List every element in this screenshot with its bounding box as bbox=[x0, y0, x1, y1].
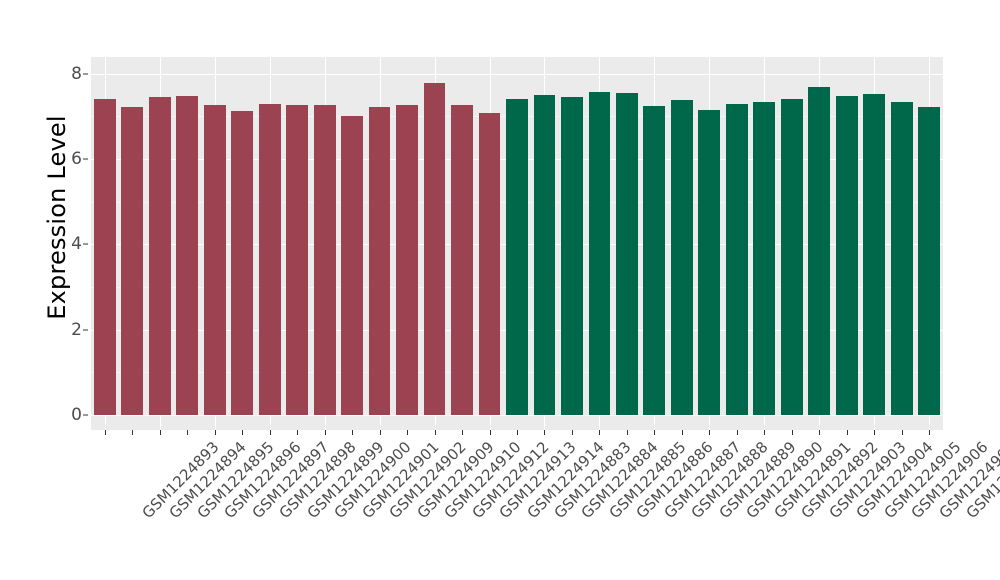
x-axis-tickmark bbox=[764, 430, 766, 435]
bar bbox=[203, 104, 226, 415]
bar bbox=[148, 96, 171, 415]
bar bbox=[725, 104, 748, 415]
bar bbox=[423, 82, 446, 415]
bar bbox=[93, 98, 116, 415]
bar bbox=[451, 104, 473, 415]
bar bbox=[533, 95, 556, 415]
bar bbox=[561, 97, 583, 415]
bar bbox=[368, 107, 391, 415]
y-axis-tickmark bbox=[83, 243, 88, 245]
bar bbox=[835, 96, 858, 415]
x-axis-tickmark bbox=[434, 430, 436, 435]
bar bbox=[808, 87, 831, 415]
bar bbox=[313, 104, 336, 415]
bar bbox=[588, 92, 611, 415]
x-axis-tickmark bbox=[187, 430, 189, 435]
x-axis-tickmark bbox=[297, 430, 299, 435]
x-axis-tickmark bbox=[489, 430, 491, 435]
y-axis-tickmark bbox=[83, 73, 88, 75]
x-axis-tickmark bbox=[159, 430, 161, 435]
x-axis-tickmark bbox=[681, 430, 683, 435]
bar bbox=[506, 98, 528, 415]
bar bbox=[918, 106, 941, 415]
x-axis-tickmark bbox=[132, 430, 134, 435]
bar bbox=[616, 93, 638, 415]
x-axis-tickmark bbox=[929, 430, 931, 435]
y-axis-tick-label: 0 bbox=[71, 405, 82, 425]
x-axis-tickmark bbox=[324, 430, 326, 435]
gridline-y-major bbox=[91, 73, 943, 75]
x-axis-tickmarks bbox=[91, 430, 943, 436]
x-axis-tickmark bbox=[599, 430, 601, 435]
x-axis-tickmark bbox=[654, 430, 656, 435]
x-axis-tickmark bbox=[626, 430, 628, 435]
bar bbox=[396, 104, 418, 415]
bar bbox=[863, 94, 886, 415]
x-axis-tickmark bbox=[791, 430, 793, 435]
y-axis-tick-label: 8 bbox=[71, 63, 82, 84]
x-axis-tickmark bbox=[269, 430, 271, 435]
x-axis-tickmark bbox=[517, 430, 518, 435]
x-axis-tickmark bbox=[874, 430, 876, 435]
x-axis-tickmark bbox=[379, 430, 381, 435]
y-axis-tick-label: 6 bbox=[71, 149, 82, 170]
gridline-y-major bbox=[91, 415, 943, 416]
y-axis: 0 2 4 6 8 bbox=[0, 0, 91, 580]
y-axis-tick-label: 4 bbox=[71, 234, 82, 255]
bars-layer bbox=[91, 57, 943, 430]
y-axis-tickmark bbox=[83, 414, 88, 416]
bar bbox=[753, 102, 776, 415]
bar bbox=[698, 109, 721, 415]
y-axis-tickmark bbox=[83, 158, 88, 160]
bar bbox=[341, 116, 364, 415]
bar bbox=[286, 104, 309, 415]
x-axis-tickmark bbox=[462, 430, 464, 435]
x-axis-tickmark bbox=[104, 430, 106, 435]
x-axis-tickmark bbox=[819, 430, 821, 435]
x-axis-tickmark bbox=[544, 430, 546, 435]
bar bbox=[643, 105, 666, 415]
bar bbox=[258, 103, 281, 415]
bar bbox=[780, 98, 803, 415]
x-axis-tickmark bbox=[242, 430, 244, 435]
bar bbox=[670, 99, 693, 415]
y-axis-tickmark bbox=[83, 329, 88, 331]
x-axis-tickmark bbox=[214, 430, 216, 435]
bar bbox=[478, 112, 501, 415]
plot-panel bbox=[91, 57, 943, 430]
bar bbox=[176, 95, 199, 415]
x-axis-tickmark bbox=[571, 430, 573, 435]
bar bbox=[231, 110, 254, 415]
bar bbox=[890, 102, 913, 415]
x-axis-labels: GSM1224893 GSM1224894 GSM1224895 GSM1224896… bbox=[91, 438, 1000, 578]
x-axis-tickmark bbox=[846, 430, 848, 435]
x-axis-tickmark bbox=[407, 430, 409, 435]
bar bbox=[121, 106, 144, 415]
x-axis-tickmark bbox=[901, 430, 903, 435]
x-axis-tickmark bbox=[736, 430, 738, 435]
x-axis-tickmark bbox=[709, 430, 711, 435]
y-axis-tick-label: 2 bbox=[71, 319, 82, 340]
x-axis-tickmark bbox=[352, 430, 354, 435]
